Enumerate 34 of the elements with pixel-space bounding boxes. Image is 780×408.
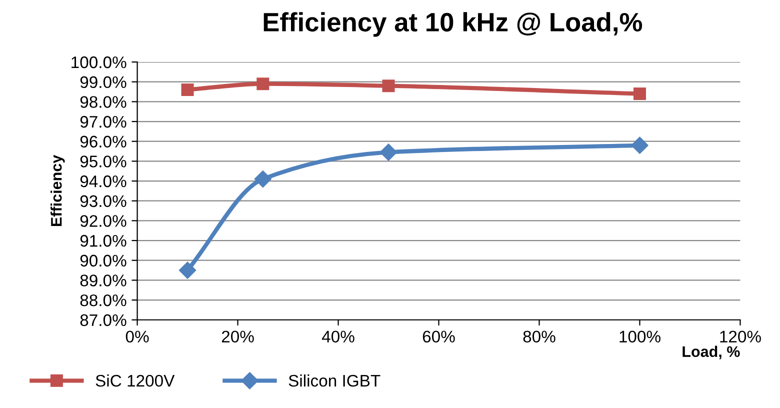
point xyxy=(178,262,196,279)
y-tick-label: 96.0% xyxy=(80,136,126,148)
y-tick-label: 88.0% xyxy=(80,294,126,306)
x-tick-label: 80% xyxy=(523,330,556,343)
y-tick-label: 91.0% xyxy=(80,234,126,247)
y-tick-label: 90.0% xyxy=(80,254,126,267)
x-tick-label: 120% xyxy=(720,330,761,343)
y-tick-label: 100.0% xyxy=(72,56,126,68)
x-tick-label: 0% xyxy=(126,330,149,343)
y-tick-label: 87.0% xyxy=(80,314,126,326)
chart-title: Efficiency at 10 kHz @ Load,% xyxy=(264,12,642,37)
y-axis-title: Efficiency xyxy=(50,154,65,226)
y-tick-label: 92.0% xyxy=(80,215,126,227)
y-tick-label: 95.0% xyxy=(80,156,126,168)
x-tick-label: 100% xyxy=(620,330,660,343)
y-tick-label: 99.0% xyxy=(80,76,126,88)
point xyxy=(256,78,270,90)
x-axis-title: Load, % xyxy=(682,346,740,360)
x-tick-label: 20% xyxy=(222,330,254,343)
y-tick-label: 98.0% xyxy=(80,96,126,108)
y-tick-label: 89.0% xyxy=(80,274,126,286)
x-tick-label: 40% xyxy=(322,330,354,343)
point xyxy=(254,170,272,188)
legend-label: SiC 1200V xyxy=(96,374,175,387)
point xyxy=(382,80,395,92)
legend-label: Silicon IGBT xyxy=(288,374,380,387)
y-tick-label: 93.0% xyxy=(80,195,126,208)
point xyxy=(181,84,194,96)
x-tick-label: 60% xyxy=(422,330,455,343)
point xyxy=(633,88,646,100)
y-tick-label: 97.0% xyxy=(80,116,126,128)
point xyxy=(380,144,398,161)
point xyxy=(631,136,648,154)
y-tick-label: 94.0% xyxy=(80,175,126,188)
